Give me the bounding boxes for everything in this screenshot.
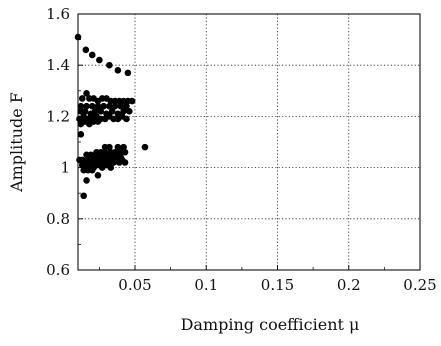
data-point [74, 33, 82, 41]
data-point [121, 148, 129, 156]
data-point [81, 107, 89, 115]
data-point [106, 61, 113, 69]
plot-frame [77, 13, 421, 271]
data-point [117, 102, 125, 110]
data-point [120, 107, 127, 115]
data-point [128, 97, 136, 105]
x-tick-label: 0.15 [261, 276, 294, 294]
data-point [123, 102, 130, 110]
data-point [124, 69, 132, 77]
data-point [94, 118, 102, 125]
data-point [78, 95, 86, 102]
data-point [82, 46, 90, 54]
data-point [111, 102, 119, 110]
data-points [74, 33, 149, 200]
y-tick-label: 1.2 [46, 107, 70, 125]
data-point [88, 51, 96, 59]
data-point [123, 115, 130, 123]
x-tick-label: 0.25 [403, 276, 436, 294]
y-tick-label: 1.4 [46, 56, 70, 74]
data-point [96, 56, 103, 64]
data-point [83, 177, 90, 184]
data-point [141, 143, 149, 151]
data-point [108, 107, 116, 115]
data-point [100, 102, 107, 110]
data-point [77, 131, 85, 138]
data-point [114, 67, 122, 74]
y-tick-label: 1.6 [46, 5, 70, 23]
axis-ticks [78, 13, 421, 271]
x-axis-label: Damping coefficient μ [181, 315, 360, 334]
data-point [126, 107, 133, 115]
data-point [94, 102, 102, 110]
data-point [88, 102, 96, 110]
data-point [77, 102, 85, 110]
x-tick-label: 0.2 [337, 276, 361, 294]
data-point [80, 192, 87, 200]
data-point [83, 102, 90, 110]
data-point [88, 166, 96, 174]
data-point [91, 107, 99, 115]
data-point [83, 90, 90, 97]
y-tick-label: 1 [60, 159, 70, 177]
data-point [94, 171, 102, 179]
grid-lines [78, 14, 420, 270]
y-tick-label: 0.8 [46, 210, 70, 228]
data-point [106, 102, 113, 110]
data-point [106, 143, 113, 151]
data-point [97, 107, 105, 115]
y-tick-label: 0.6 [46, 261, 70, 279]
x-tick-label: 0.05 [118, 276, 151, 294]
data-point [120, 143, 127, 151]
data-point [121, 159, 129, 166]
x-tick-label: 0.1 [194, 276, 218, 294]
data-point [107, 164, 115, 171]
data-point [114, 143, 122, 151]
y-axis-label: Amplitude F [7, 92, 26, 193]
tick-labels: 0.05 0.1 0.15 0.2 0.25 0.6 0.8 1 1.2 1.4 1.6 [46, 5, 437, 294]
